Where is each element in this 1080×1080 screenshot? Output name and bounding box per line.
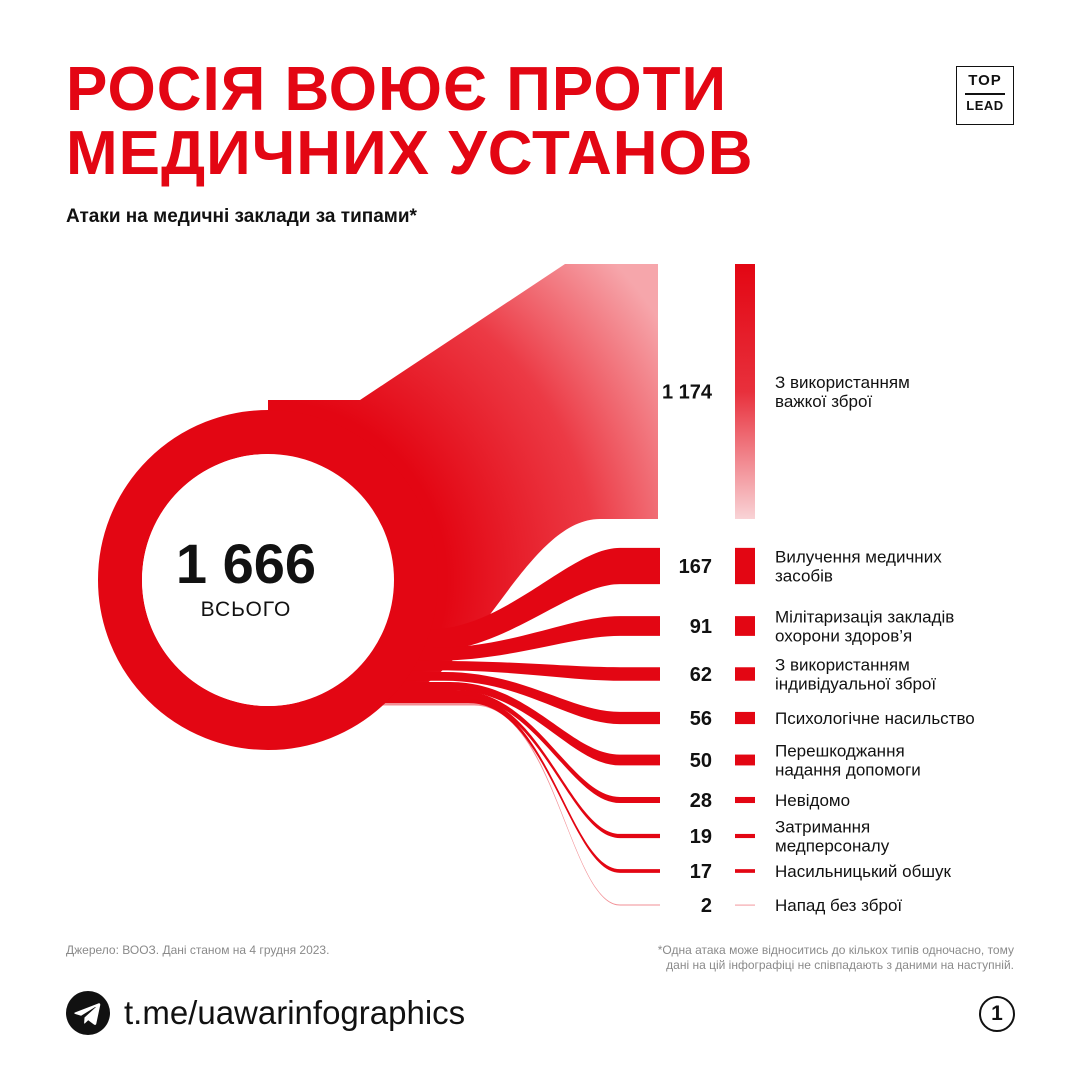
category-label-4-line-1: З використанням [775, 656, 910, 675]
value-label-2: 167 [679, 556, 712, 578]
value-labels: 1 174 167 91 62 56 50 28 19 17 2 [662, 382, 713, 918]
total-ring [98, 410, 438, 750]
flow-10 [300, 703, 660, 906]
title-line-2: МЕДИЧНИХ УСТАНОВ [66, 119, 754, 188]
category-label-10: Напад без зброї [775, 896, 902, 915]
logo-text-top: TOP [968, 72, 1002, 89]
category-label-7: Невідомо [775, 791, 850, 810]
value-label-5: 56 [690, 708, 712, 730]
donut-center: 1 666 ВСЬОГО [176, 532, 316, 621]
category-label-9-line-1: Насильницький обшук [775, 862, 951, 881]
category-label-6-line-1: Перешкоджання [775, 742, 905, 761]
category-label-2-line-1: Вилучення медичних [775, 548, 942, 567]
category-label-7-line-1: Невідомо [775, 791, 850, 810]
logo-text-lead: LEAD [966, 97, 1004, 113]
telegram-channel-link[interactable]: t.me/uawarinfographics [124, 994, 466, 1031]
category-label-5: Психологічне насильство [775, 709, 975, 728]
category-label-4-line-2: індивідуальної зброї [775, 675, 936, 694]
category-label-5-line-1: Психологічне насильство [775, 709, 975, 728]
telegram-icon[interactable] [66, 991, 110, 1035]
bar-8 [735, 833, 755, 839]
footnote-line-2: дані на цій інфографіці не співпадають з… [666, 958, 1014, 972]
category-label-8-line-1: Затримання [775, 818, 870, 837]
category-label-8-line-2: медперсоналу [775, 837, 890, 856]
total-label: ВСЬОГО [201, 598, 292, 621]
bar-10 [735, 904, 755, 906]
footnote-line-1: *Одна атака може відноситись до кількох … [657, 943, 1014, 957]
total-donut [98, 410, 438, 750]
bar-2 [735, 547, 755, 585]
bar-1 [735, 264, 755, 519]
value-label-3: 91 [690, 616, 712, 638]
chart-subtitle: Атаки на медичні заклади за типами* [66, 206, 417, 227]
bar-4 [735, 667, 755, 681]
value-label-10: 2 [701, 895, 712, 917]
bar-3 [735, 616, 755, 636]
value-label-9: 17 [690, 861, 712, 883]
page-title: РОСІЯ ВОЮЄ ПРОТИ МЕДИЧНИХ УСТАНОВ [66, 58, 926, 186]
logo-divider [965, 93, 1005, 95]
toplead-logo: TOP LEAD [956, 66, 1014, 125]
bar-9 [735, 869, 755, 873]
category-label-9: Насильницький обшук [775, 862, 951, 881]
bar-5 [735, 711, 755, 725]
category-label-1-line-2: важкої зброї [775, 392, 872, 411]
category-label-1-line-1: З використанням [775, 373, 910, 392]
footnote: *Одна атака може відноситись до кількох … [534, 943, 1014, 973]
page-number-badge: 1 [979, 996, 1015, 1032]
total-value: 1 666 [176, 532, 316, 595]
value-label-4: 62 [690, 664, 712, 686]
value-label-6: 50 [690, 750, 712, 772]
category-label-10-line-1: Напад без зброї [775, 896, 902, 915]
bar-6 [735, 754, 755, 766]
bar-7 [735, 796, 755, 804]
category-label-6-line-2: надання допомоги [775, 761, 921, 780]
title-line-1: РОСІЯ ВОЮЄ ПРОТИ [66, 55, 728, 124]
source-note: Джерело: ВООЗ. Дані станом на 4 грудня 2… [66, 943, 330, 957]
flow-6 [300, 682, 660, 766]
value-label-7: 28 [690, 790, 712, 812]
total-ring-inner [142, 454, 394, 706]
category-label-3-line-2: охорони здоров’я [775, 627, 912, 646]
category-label-3-line-1: Мілітаризація закладів [775, 608, 954, 627]
flow-2 [300, 547, 660, 652]
value-label-1: 1 174 [662, 382, 713, 404]
category-bars [735, 264, 755, 906]
category-label-2-line-2: засобів [775, 567, 833, 586]
value-label-8: 19 [690, 826, 712, 848]
flow-5 [300, 672, 660, 725]
